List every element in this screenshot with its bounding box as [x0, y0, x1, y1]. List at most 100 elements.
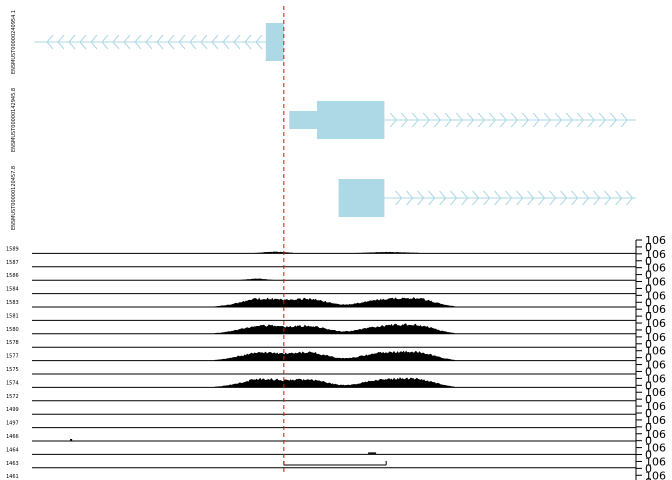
strand-chevron [510, 112, 518, 128]
strand-chevron [527, 190, 535, 206]
signal-track-1499: 1499 [6, 407, 636, 415]
transcript-label: ENSMUST00000240954.1 [11, 10, 17, 74]
track-label: 1577 [6, 354, 19, 360]
signal-track-1581: 1581 [6, 313, 636, 321]
axis-tick-label: 0 [645, 462, 652, 475]
track-label: 1583 [6, 300, 19, 306]
track-label: 1461 [6, 474, 19, 480]
strand-chevron [543, 112, 551, 128]
strand-chevron [134, 34, 142, 50]
strand-chevron [79, 34, 87, 50]
transcript-2: ENSMUST00000142945.8 [11, 88, 636, 152]
axis-tick-label: 0 [645, 407, 652, 420]
strand-chevron [112, 34, 120, 50]
signal-track-1466: 1466 [6, 434, 636, 442]
axis-tick-label: 106 [645, 262, 666, 275]
track-label: 1463 [6, 461, 19, 467]
strand-chevron [255, 34, 263, 50]
strand-chevron [455, 112, 463, 128]
utr-exon [289, 111, 317, 129]
axis-tick-label: 0 [645, 435, 652, 448]
signal-track-1577: 1577 [6, 350, 636, 362]
strand-chevron [411, 112, 419, 128]
axis-tick-label: 106 [645, 469, 666, 480]
axis-tick-label: 106 [645, 386, 666, 399]
axis-tick-label: 106 [645, 276, 666, 289]
strand-chevron [587, 112, 595, 128]
axis-tick-label: 0 [645, 255, 652, 268]
signal-area [214, 323, 456, 334]
axis-tick-label: 0 [645, 365, 652, 378]
track-label: 1464 [6, 447, 19, 453]
strand-chevron [68, 34, 76, 50]
signal-track-1587: 1587 [6, 260, 636, 268]
strand-chevron [538, 190, 546, 206]
coding-exon [265, 23, 284, 61]
track-label: 1587 [6, 260, 19, 266]
strand-chevron [477, 112, 485, 128]
axis-tick-label: 0 [645, 269, 652, 282]
strand-chevron [389, 112, 397, 128]
axis-tick-label: 106 [645, 289, 666, 302]
axis-tick-label: 106 [645, 345, 666, 358]
track-label: 1574 [6, 380, 19, 386]
track-label: 1580 [6, 327, 19, 333]
axis-tick-label: 106 [645, 303, 666, 316]
transcript-tracks: ENSMUST00000240954.1 ENSMUST00000142945.8… [11, 10, 636, 230]
transcript-label: ENSMUST00000142945.8 [11, 88, 17, 152]
signal-track-1463: 1463 [6, 461, 636, 469]
strand-chevron [439, 190, 447, 206]
signal-track-1584: 1584 [6, 287, 636, 295]
signal-area [214, 297, 456, 307]
axis-tick-label: 0 [645, 449, 652, 462]
strand-chevron [57, 34, 65, 50]
axis-tick-label: 106 [645, 400, 666, 413]
scale-bar [283, 461, 387, 466]
strand-chevron [472, 190, 480, 206]
axis-tick-label: 106 [645, 455, 666, 468]
strand-chevron [450, 190, 458, 206]
strand-chevron [593, 190, 601, 206]
strand-chevron [516, 190, 524, 206]
signal-track-1464: 1464 [6, 447, 636, 455]
signal-track-1583: 1583 [6, 297, 636, 308]
strand-chevron [494, 190, 502, 206]
axis-tick-label: 106 [645, 331, 666, 344]
transcript-label: ENSMUST00000120457.8 [11, 166, 17, 230]
signal-track-1574: 1574 [6, 377, 636, 388]
signal-track-1589: 1589 [6, 246, 636, 254]
strand-chevron [499, 112, 507, 128]
axis-tick-label: 0 [645, 476, 652, 480]
strand-chevron [554, 112, 562, 128]
track-label: 1497 [6, 421, 19, 427]
axis-tick-label: 106 [645, 359, 666, 372]
axis-tick-label: 106 [645, 414, 666, 427]
strand-chevron [549, 190, 557, 206]
strand-chevron [615, 190, 623, 206]
track-label: 1575 [6, 367, 19, 373]
strand-chevron [620, 112, 628, 128]
strand-chevron [244, 34, 252, 50]
coding-exon [316, 101, 385, 139]
strand-chevron [222, 34, 230, 50]
strand-chevron [626, 190, 634, 206]
strand-chevron [406, 190, 414, 206]
signal-track-1586: 1586 [6, 273, 636, 281]
signal-track-1578: 1578 [6, 340, 636, 348]
strand-chevron [598, 112, 606, 128]
axis-tick-label: 106 [645, 317, 666, 330]
axis-tick-label: 0 [645, 296, 652, 309]
axis-tick-label: 0 [645, 352, 652, 365]
signal-axis: 1060106010601060106010601060106010601060… [635, 234, 666, 480]
axis-tick-label: 0 [645, 310, 652, 323]
strand-chevron [400, 112, 408, 128]
strand-chevron [395, 190, 403, 206]
signal-track-1575: 1575 [6, 367, 636, 375]
strand-chevron [200, 34, 208, 50]
strand-chevron [167, 34, 175, 50]
axis-tick-label: 0 [645, 241, 652, 254]
axis-tick-label: 106 [645, 372, 666, 385]
signal-area [214, 377, 456, 388]
strand-chevron [156, 34, 164, 50]
signal-area [214, 278, 456, 281]
